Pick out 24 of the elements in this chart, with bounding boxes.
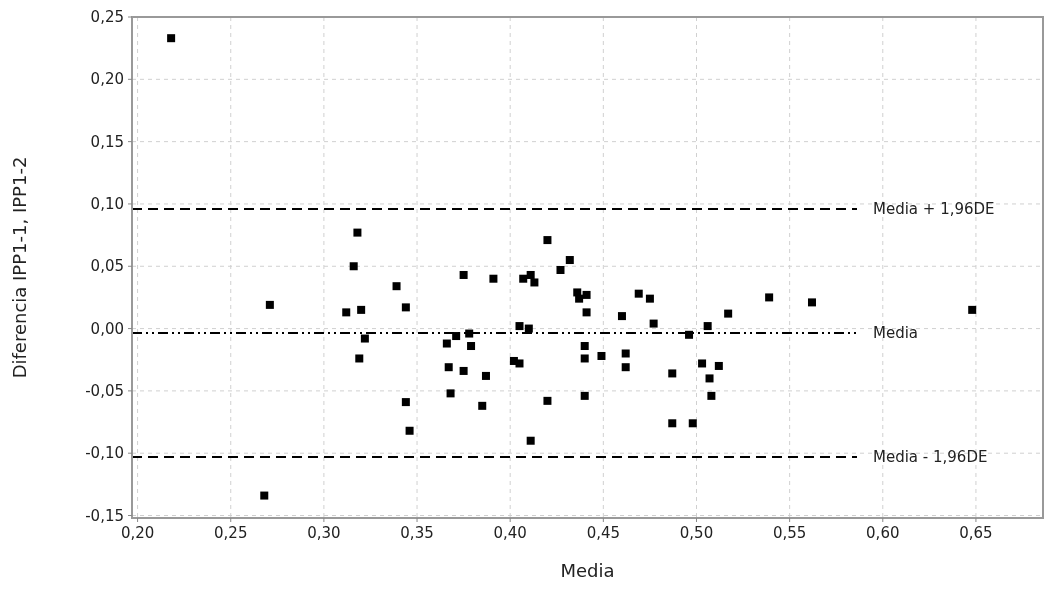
x-tick-label: 0,55 — [772, 524, 807, 542]
ref-line-label: Media + 1,96DE — [873, 199, 995, 218]
x-tick-label: 0,45 — [586, 524, 621, 542]
x-tick-label: 0,35 — [400, 524, 434, 542]
y-tick-label: -0,10 — [85, 444, 124, 463]
x-tick-label: 0,60 — [866, 524, 900, 542]
x-tick-label: 0,30 — [307, 524, 341, 542]
x-tick-label: 0,25 — [214, 524, 248, 542]
y-tick-label: 0,05 — [90, 257, 124, 276]
y-tick-label: 0,10 — [90, 194, 124, 213]
y-tick-label: 0,00 — [90, 319, 124, 338]
ref-line-label: Media - 1,96DE — [873, 447, 988, 466]
y-tick-label: 0,25 — [90, 8, 124, 26]
x-tick-label: 0,40 — [493, 524, 527, 542]
x-tick-label: 0,50 — [679, 524, 714, 542]
y-tick-label: 0,15 — [90, 132, 124, 151]
x-tick-label: 0,20 — [120, 524, 155, 542]
x-tick-label: 0,65 — [959, 524, 993, 542]
y-tick-label: -0,15 — [85, 506, 124, 525]
y-axis-title: Diferencia IPP1-1, IPP1-2 — [9, 156, 30, 379]
y-tick-label: -0,05 — [85, 381, 124, 400]
ref-line-label: Media — [873, 323, 919, 342]
x-axis-title: Media — [560, 560, 615, 581]
y-tick-label: 0,20 — [90, 70, 124, 89]
